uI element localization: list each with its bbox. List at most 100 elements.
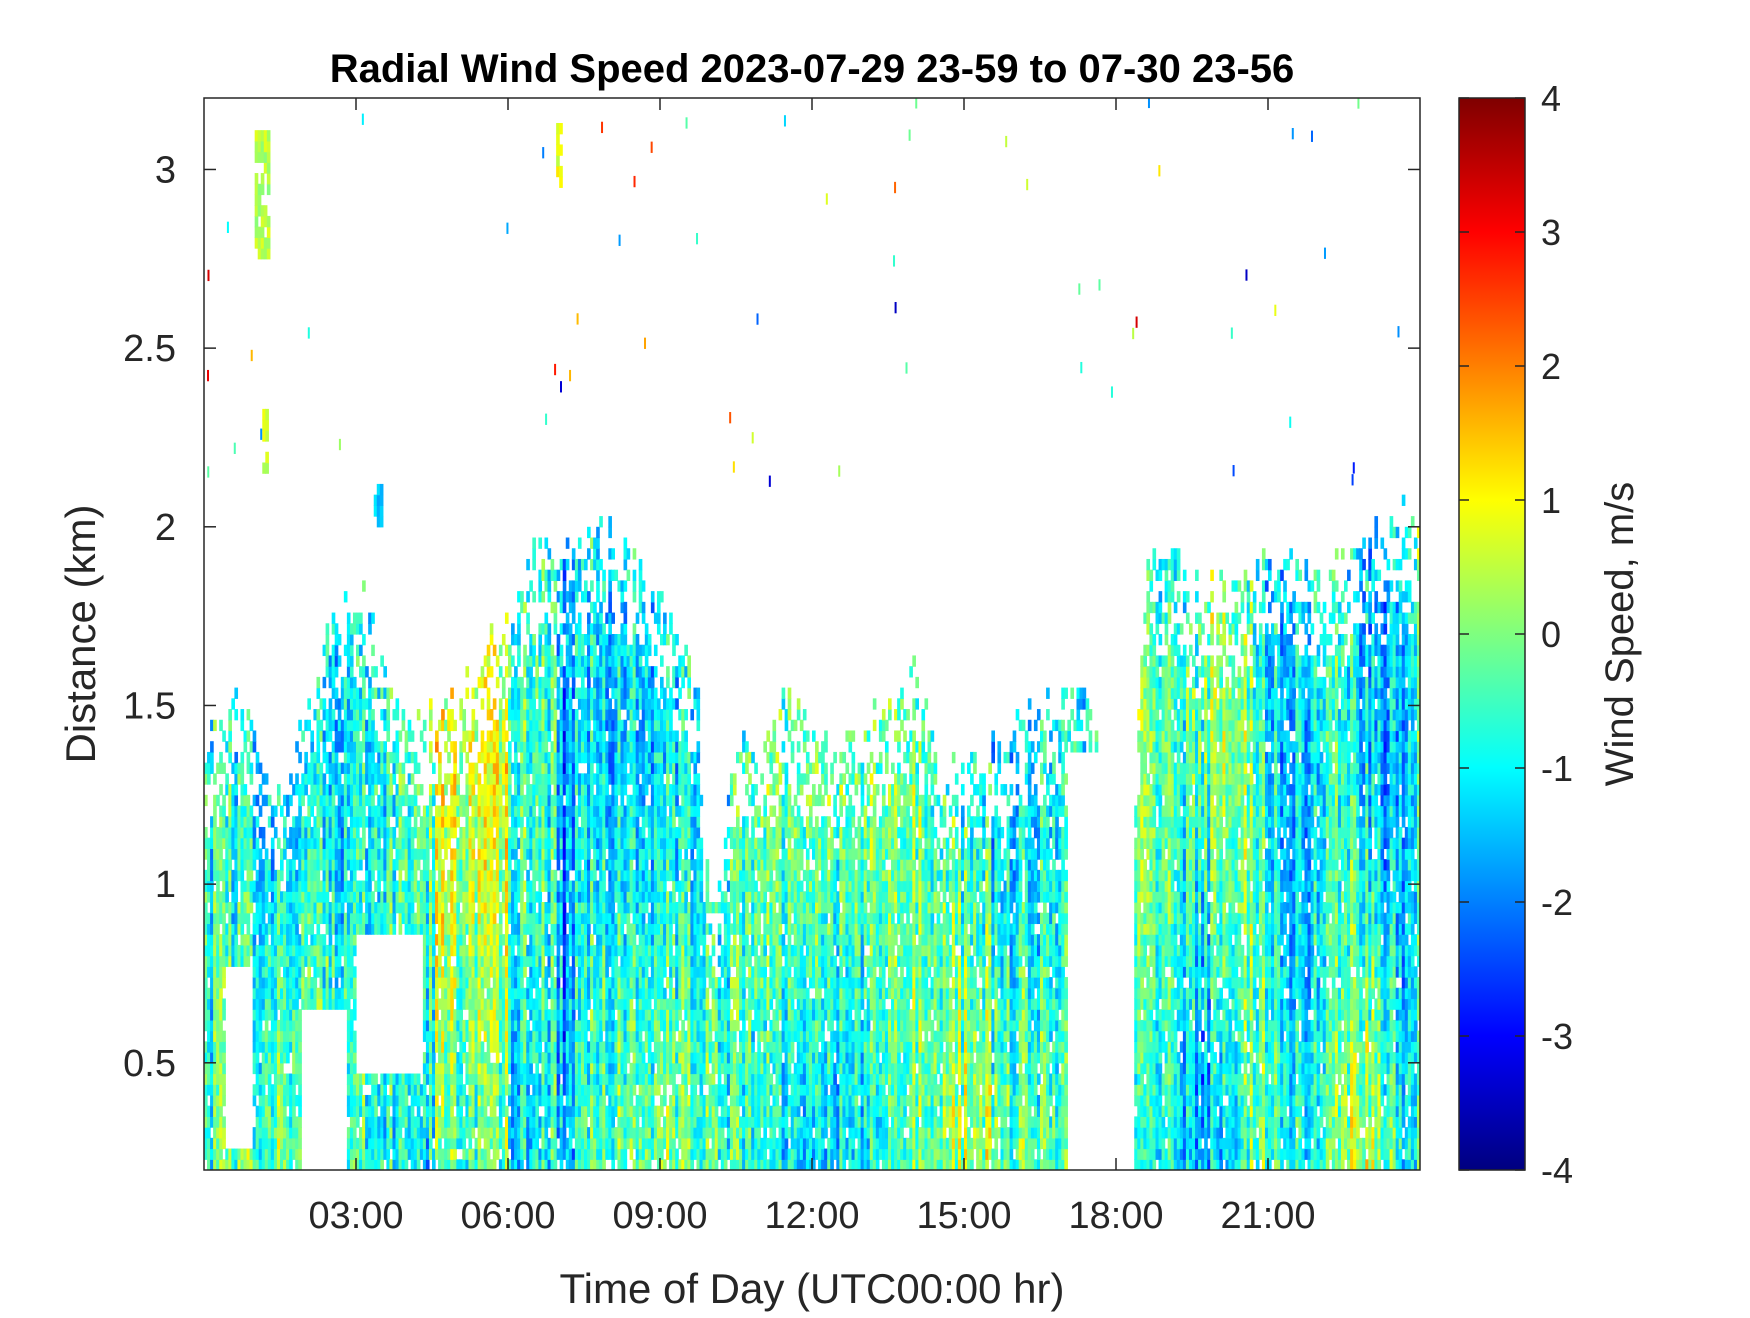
heatmap-cell — [334, 730, 339, 742]
heatmap-cell — [529, 902, 533, 914]
heatmap-cell — [252, 1159, 257, 1170]
heatmap-cell — [480, 912, 485, 925]
heatmap-cell — [444, 1019, 448, 1032]
heatmap-cell — [228, 1159, 232, 1170]
heatmap-cell — [359, 1105, 363, 1117]
heatmap-cell — [508, 944, 512, 957]
heatmap-cell — [532, 730, 536, 742]
heatmap-cell — [438, 1105, 442, 1117]
heatmap-cell — [535, 966, 539, 978]
heatmap-cell — [602, 848, 606, 860]
heatmap-cell — [544, 1073, 549, 1085]
heatmap-cell — [501, 1009, 506, 1021]
heatmap-cell — [483, 1062, 488, 1075]
heatmap-cell — [255, 1019, 260, 1032]
heatmap-cell — [441, 1116, 445, 1128]
heatmap-cell — [520, 880, 524, 892]
heatmap-cell — [489, 869, 494, 882]
heatmap-cell — [526, 1094, 530, 1107]
heatmap-cell — [450, 1030, 454, 1042]
heatmap-cell — [258, 998, 263, 1010]
heatmap-cell — [273, 1052, 278, 1064]
heatmap-cell — [562, 784, 567, 796]
heatmap-cell — [407, 826, 412, 839]
heatmap-cell — [556, 762, 561, 774]
heatmap-cell — [596, 580, 600, 592]
heatmap-cell — [508, 741, 512, 753]
heatmap-cell — [468, 826, 473, 839]
heatmap-cell — [325, 859, 330, 871]
heatmap-cell — [544, 773, 549, 785]
heatmap-cell — [392, 1105, 397, 1117]
heatmap-cell — [468, 816, 473, 828]
heatmap-cell — [295, 966, 299, 978]
heatmap-cell — [286, 987, 290, 1000]
heatmap-cell — [352, 1052, 357, 1064]
heatmap-cell — [425, 1062, 430, 1075]
heatmap-cell — [529, 1116, 533, 1128]
heatmap-cell — [416, 923, 421, 935]
heatmap-cell — [459, 869, 463, 882]
heatmap-cell — [428, 1052, 433, 1064]
heatmap-cell — [264, 1073, 269, 1085]
heatmap-cell — [432, 1041, 436, 1053]
heatmap-cell — [453, 741, 457, 753]
heatmap-cell — [228, 912, 232, 925]
heatmap-cell — [432, 1062, 436, 1075]
heatmap-cell — [450, 741, 454, 753]
heatmap-cell — [602, 569, 606, 581]
heatmap-cell — [465, 687, 470, 699]
heatmap-cell — [310, 837, 315, 849]
heatmap-cell — [289, 987, 293, 1000]
heatmap-cell — [298, 1159, 302, 1170]
heatmap-cell — [538, 730, 543, 742]
heatmap-cell — [532, 762, 536, 774]
heatmap-cell — [228, 730, 232, 742]
heatmap-cell — [517, 912, 521, 925]
heatmap-cell — [286, 955, 290, 967]
heatmap-cell — [322, 998, 327, 1010]
heatmap-cell — [529, 666, 533, 678]
heatmap-cell — [398, 1105, 403, 1117]
heatmap-cell — [517, 805, 521, 817]
heatmap-cell — [313, 859, 318, 871]
heatmap-cell — [392, 837, 397, 849]
heatmap-cell — [359, 837, 363, 849]
heatmap-cell — [234, 902, 239, 914]
heatmap-cell — [365, 794, 369, 807]
heatmap-cell — [349, 1105, 354, 1117]
heatmap-cell — [498, 826, 503, 839]
heatmap-cell — [264, 1105, 269, 1117]
heatmap-cell — [456, 1116, 460, 1128]
heatmap-cell — [547, 1073, 552, 1085]
heatmap-cell — [222, 1094, 226, 1107]
heatmap-cell — [556, 1127, 561, 1139]
heatmap-cell — [471, 944, 476, 957]
heatmap-cell — [213, 1009, 217, 1021]
heatmap-cell — [432, 1009, 436, 1021]
heatmap-cell — [459, 998, 463, 1010]
heatmap-cell — [280, 902, 284, 914]
heatmap-cell — [352, 1009, 357, 1021]
heatmap-cell — [276, 944, 281, 957]
heatmap-cell — [428, 987, 433, 1000]
heatmap-cell — [337, 891, 342, 903]
heatmap-cell — [316, 773, 321, 785]
heatmap-cell — [328, 998, 333, 1010]
heatmap-cell — [298, 848, 302, 860]
heatmap-cell — [352, 1159, 357, 1170]
heatmap-cell — [562, 1030, 567, 1042]
heatmap-cell — [222, 1073, 226, 1085]
heatmap-cell — [498, 1062, 503, 1075]
heatmap-cell — [286, 977, 290, 989]
heatmap-cell — [328, 816, 333, 828]
heatmap-cell — [276, 998, 281, 1010]
heatmap-cell — [301, 934, 305, 946]
heatmap-cell — [219, 1159, 223, 1170]
heatmap-cell — [544, 676, 549, 689]
heatmap-cell — [489, 794, 494, 807]
heatmap-cell — [216, 923, 220, 935]
heatmap-cell — [210, 891, 214, 903]
heatmap-cell — [207, 1159, 211, 1170]
heatmap-cell — [498, 977, 503, 989]
